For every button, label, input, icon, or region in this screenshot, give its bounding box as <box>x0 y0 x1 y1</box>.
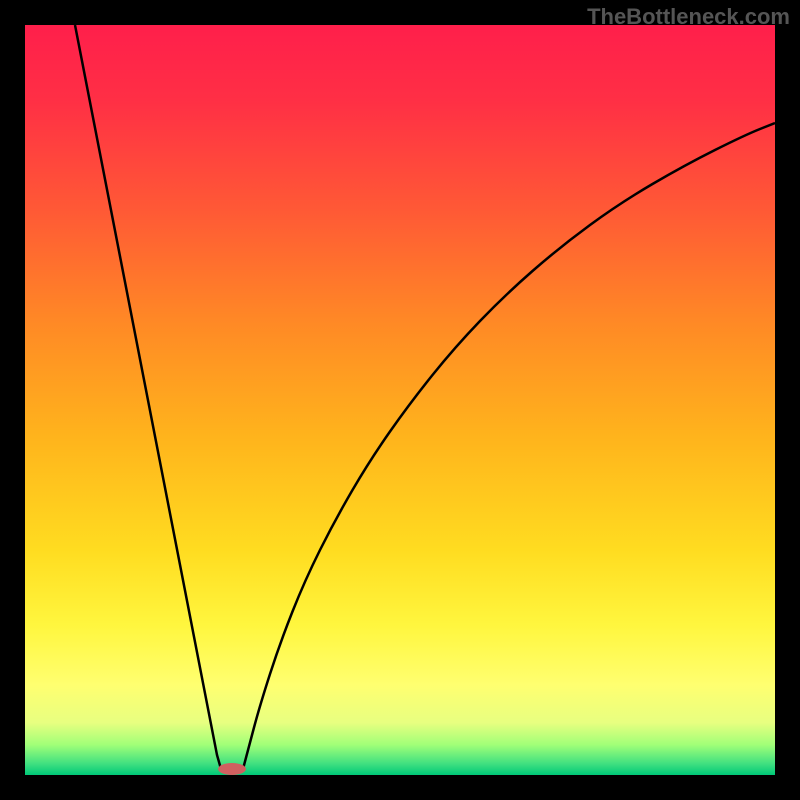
bottleneck-chart <box>25 25 775 775</box>
plot-area <box>25 25 775 775</box>
watermark-text: TheBottleneck.com <box>587 4 790 30</box>
chart-container: TheBottleneck.com <box>0 0 800 800</box>
minimum-marker <box>218 763 246 775</box>
gradient-background <box>25 25 775 775</box>
